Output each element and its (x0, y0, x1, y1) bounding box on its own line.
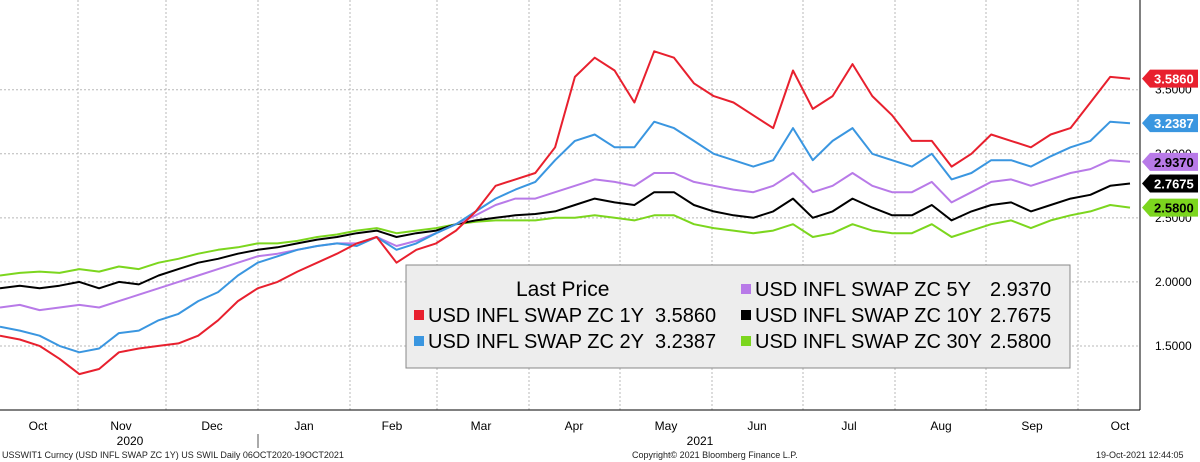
x-tick-label: Jun (747, 419, 766, 433)
series-line (0, 159, 1131, 312)
year-label: 2021 (687, 434, 714, 448)
footer: USSWIT1 Curncy (USD INFL SWAP ZC 1Y) US … (0, 448, 1200, 462)
legend-swatch (741, 336, 751, 346)
x-tick-label: Oct (29, 419, 48, 433)
last-price-tag (1142, 69, 1198, 88)
x-tick-label: Jul (841, 419, 856, 433)
series-line (0, 204, 1131, 277)
footer-copyright: Copyright© 2021 Bloomberg Finance L.P. (632, 450, 798, 460)
last-price-value: 2.9370 (1154, 155, 1194, 170)
last-price-tag (1142, 198, 1198, 217)
chart: Oct Nov Dec Jan Feb Mar Apr May Jun Jul Aug Sep Oct 2… (0, 0, 1198, 448)
last-price-tag (1142, 114, 1198, 133)
last-price-tag (1142, 174, 1198, 193)
x-tick-label: Aug (930, 419, 951, 433)
legend-item: USD INFL SWAP ZC 5Y 2.9370 (741, 279, 1051, 301)
x-tick-label: Apr (565, 419, 584, 433)
legend-series-name: USD INFL SWAP ZC 1Y (428, 305, 644, 327)
last-price-label: 3.5860 (1142, 69, 1198, 88)
last-price-label: 3.2387 (1142, 114, 1198, 133)
legend-series-value: 3.2387 (655, 331, 716, 353)
y-tick-label: 2.0000 (1155, 275, 1192, 289)
series-line (0, 120, 1131, 354)
legend-series-name: USD INFL SWAP ZC 5Y (755, 279, 971, 301)
legend-series-value: 3.5860 (655, 305, 716, 327)
legend-series-value: 2.7675 (990, 305, 1051, 327)
footer-security: USSWIT1 Curncy (USD INFL SWAP ZC 1Y) US … (2, 450, 344, 460)
legend-title: Last Price (516, 278, 609, 301)
x-tick-label: May (655, 419, 678, 433)
legend-series-value: 2.9370 (990, 279, 1051, 301)
last-price-label: 2.7675 (1142, 174, 1198, 193)
last-price-label: 2.9370 (1142, 152, 1198, 171)
legend-item: USD INFL SWAP ZC 1Y 3.5860 (414, 305, 716, 327)
legend-item: USD INFL SWAP ZC 10Y 2.7675 (741, 305, 1051, 327)
legend-swatch (414, 336, 424, 346)
legend-swatch (414, 310, 424, 320)
footer-timestamp: 19-Oct-2021 12:44:05 (1096, 450, 1184, 460)
x-tick-label: Nov (110, 419, 131, 433)
series-line (0, 182, 1131, 290)
legend-series-value: 2.5800 (990, 331, 1051, 353)
legend-series-name: USD INFL SWAP ZC 2Y (428, 331, 644, 353)
legend-swatch (741, 310, 751, 320)
year-label: 2020 (117, 434, 144, 448)
last-price-value: 3.2387 (1154, 116, 1194, 131)
legend-swatch (741, 284, 751, 294)
legend-item: USD INFL SWAP ZC 2Y 3.2387 (414, 331, 716, 353)
last-price-label: 2.5800 (1142, 198, 1198, 217)
legend-series-name: USD INFL SWAP ZC 10Y (755, 305, 982, 327)
legend-series-name: USD INFL SWAP ZC 30Y (755, 331, 982, 353)
x-tick-label: Oct (1111, 419, 1130, 433)
x-tick-label: Sep (1021, 419, 1043, 433)
legend-item: USD INFL SWAP ZC 30Y 2.5800 (741, 331, 1051, 353)
x-tick-label: Jan (294, 419, 313, 433)
x-tick-label: Feb (382, 419, 403, 433)
last-price-tag (1142, 152, 1198, 171)
x-tick-label: Mar (471, 419, 492, 433)
x-tick-label: Dec (201, 419, 222, 433)
last-price-value: 2.5800 (1154, 201, 1194, 216)
y-tick-label: 1.5000 (1155, 339, 1192, 353)
last-price-value: 2.7675 (1154, 177, 1194, 192)
legend-box (405, 264, 1071, 369)
last-price-value: 3.5860 (1154, 72, 1194, 87)
series-line (0, 50, 1131, 376)
